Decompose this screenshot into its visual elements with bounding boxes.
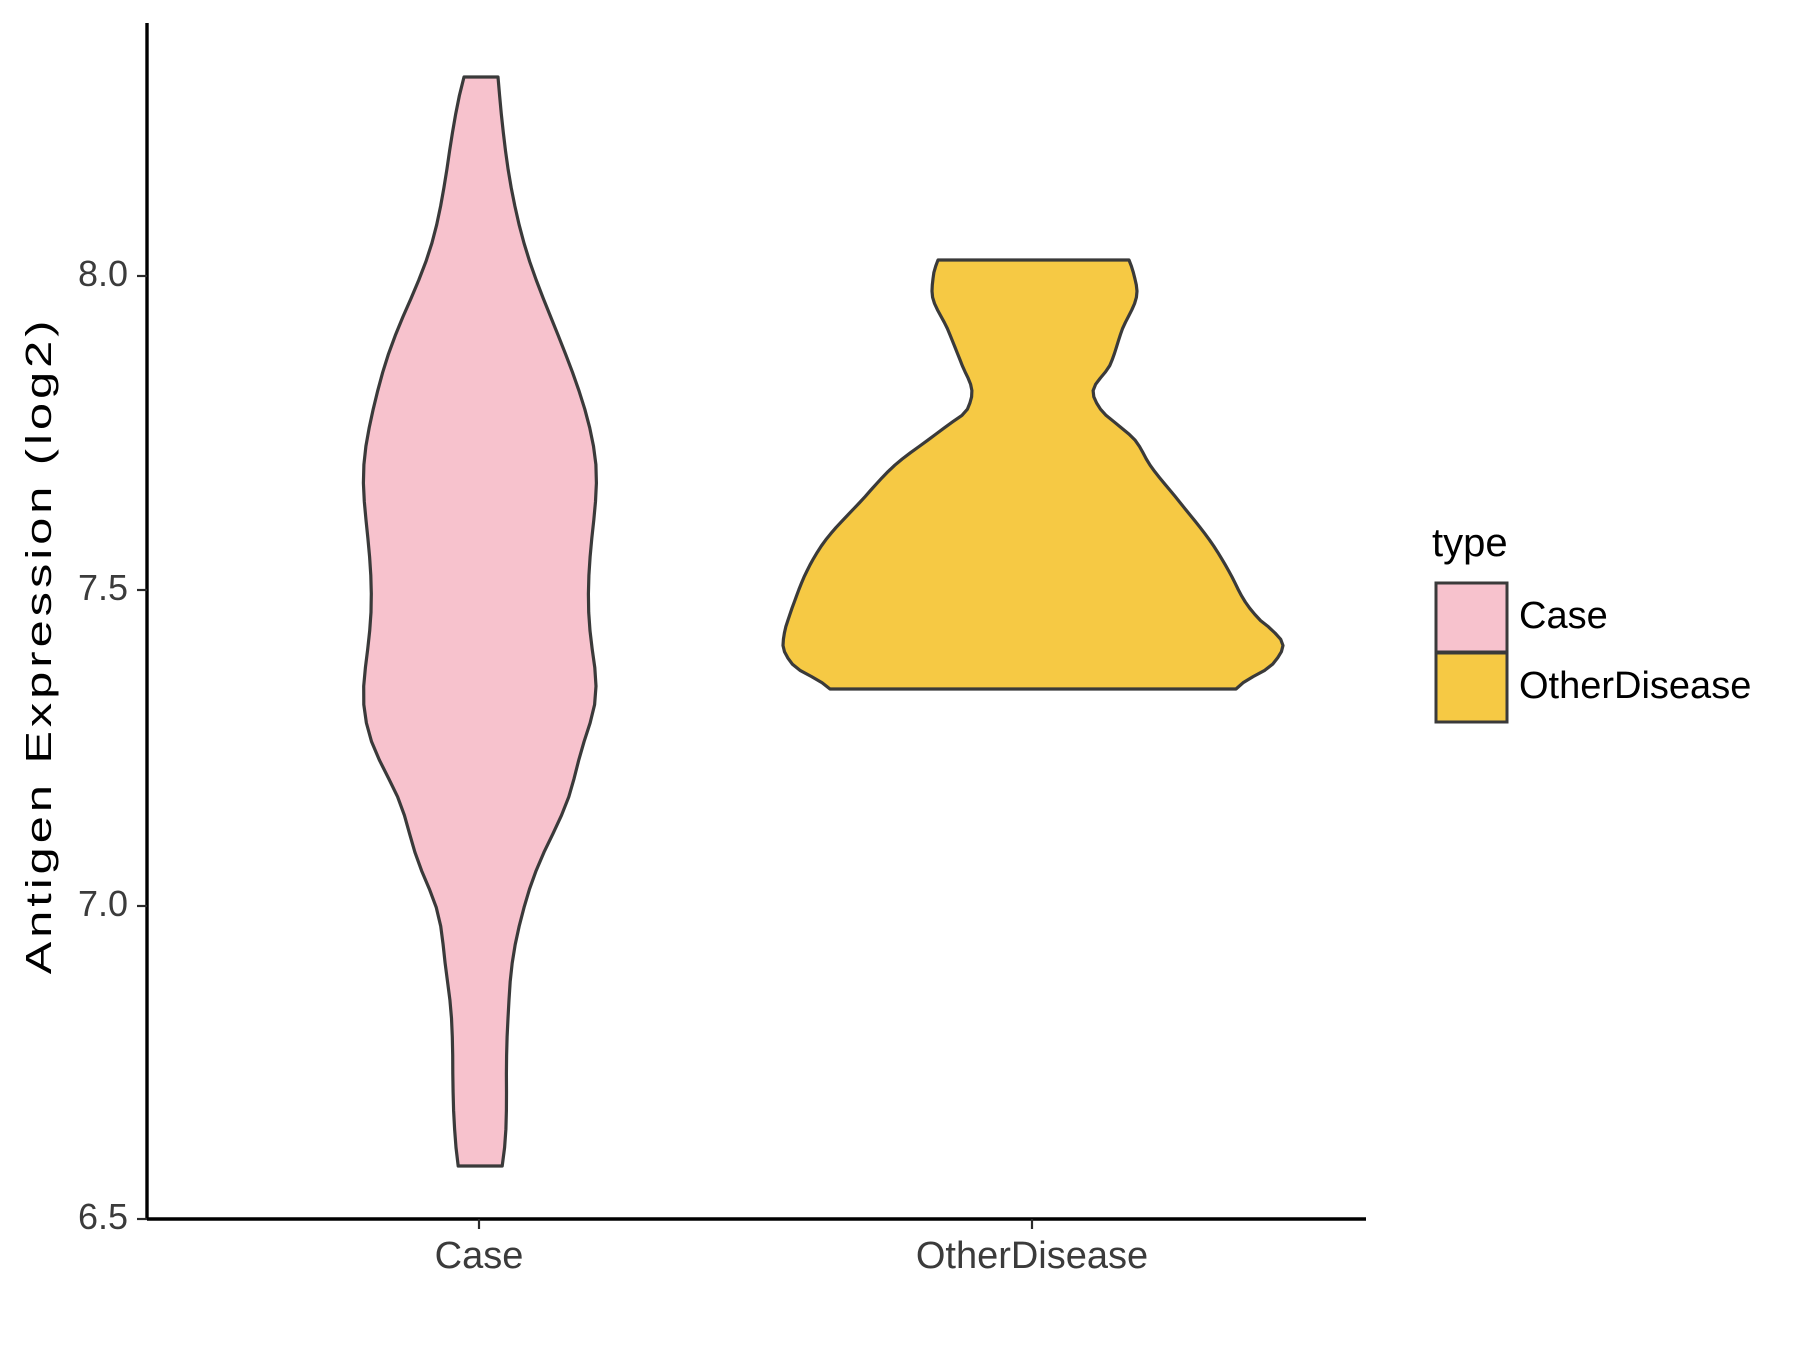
svg-text:OtherDisease: OtherDisease <box>916 1235 1148 1277</box>
svg-text:6.5: 6.5 <box>78 1196 128 1237</box>
svg-text:OtherDisease: OtherDisease <box>1519 665 1751 707</box>
svg-text:type: type <box>1432 521 1508 565</box>
svg-text:8.0: 8.0 <box>78 253 128 294</box>
svg-text:Case: Case <box>1519 595 1608 637</box>
svg-text:7.5: 7.5 <box>78 567 128 608</box>
svg-text:Case: Case <box>435 1235 524 1277</box>
svg-text:7.0: 7.0 <box>78 883 128 924</box>
